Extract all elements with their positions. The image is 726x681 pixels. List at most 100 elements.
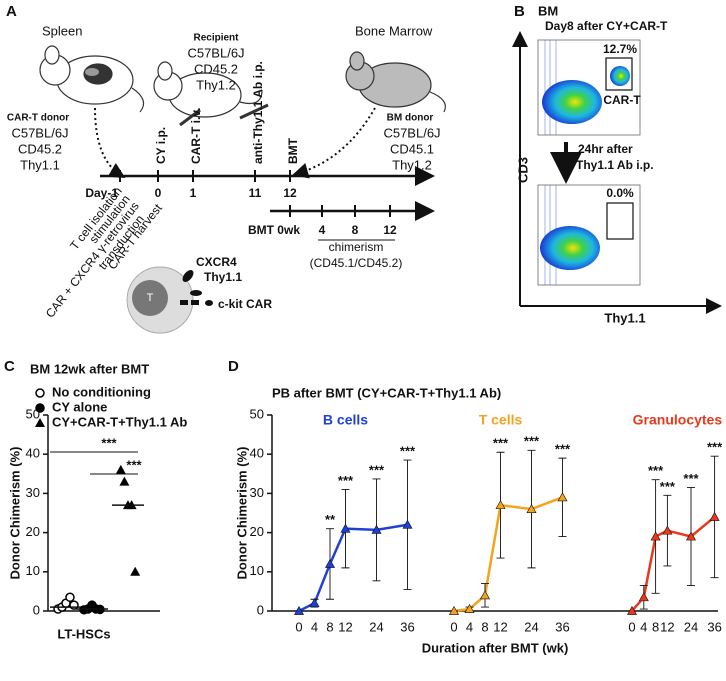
- x-tick-label: 8: [652, 619, 659, 634]
- y-tick-label: 10: [26, 563, 40, 578]
- legend-label: CY alone: [52, 399, 107, 414]
- donor-line: C57BL/6J: [383, 125, 440, 140]
- x-tick-label: 36: [707, 619, 721, 634]
- x-tick-label: 8: [481, 619, 488, 634]
- y-tick-label: 40: [26, 446, 40, 461]
- y-tick-label: 0: [33, 602, 40, 617]
- legend-label: CY+CAR-T+Thy1.1 Ab: [52, 414, 187, 429]
- cart-arrow: [94, 107, 126, 179]
- triangle-marker: [526, 503, 537, 513]
- series-line: [298, 523, 408, 613]
- mouse-recipient: [153, 61, 269, 127]
- triangle-marker: [448, 605, 460, 615]
- circle-marker: [35, 403, 45, 413]
- triangle-marker: [309, 598, 320, 608]
- spleen-label: Spleen: [42, 23, 82, 38]
- x-tick-label: 36: [555, 619, 569, 634]
- circle-marker: [69, 600, 79, 610]
- x-tick-label: 24: [684, 619, 698, 634]
- x-tick-label: 36: [400, 619, 414, 634]
- significance-label: **: [325, 512, 336, 527]
- triangle-marker: [638, 592, 649, 602]
- triangle-marker: [557, 492, 568, 502]
- bone-marrow-label: Bone Marrow: [355, 23, 433, 38]
- triangle-marker: [464, 603, 475, 613]
- y-tick-label: 50: [250, 406, 264, 421]
- triangle-marker: [324, 558, 336, 568]
- mouse-bm-donor: [345, 51, 446, 113]
- significance-label: ***: [707, 440, 723, 455]
- triangle-marker: [685, 531, 697, 541]
- triangle-marker: [479, 590, 491, 600]
- y-tick-label: 20: [250, 524, 264, 539]
- treatment-line: 24hr after: [578, 142, 633, 156]
- chart-title: BM 12wk after BMT: [30, 361, 149, 376]
- x-tick-label: 24: [524, 619, 538, 634]
- treatment-line: Thy1.1 Ab i.p.: [576, 158, 654, 172]
- treatment-label: BMT: [286, 137, 300, 164]
- receptor-label: Thy1.1: [204, 270, 242, 284]
- significance-label: ***: [660, 479, 676, 494]
- treatment-label: anti-Thy1.1 Ab i.p.: [251, 61, 265, 164]
- significance-label: ***: [369, 462, 385, 477]
- significance-label: ***: [555, 442, 571, 457]
- gate-population: CAR-T: [603, 93, 641, 107]
- x-axis-label: LT-HSCs: [57, 626, 110, 641]
- significance-label: ***: [400, 444, 416, 459]
- flow-title: Day8 after CY+CAR-T: [545, 19, 668, 33]
- donor-title: BM donor: [387, 113, 434, 124]
- treatment-label: CAR-T i.v.: [189, 108, 203, 164]
- x-tick-label: 12: [660, 619, 674, 634]
- triangle-marker: [402, 519, 413, 529]
- significance-label: ***: [524, 434, 540, 449]
- receptor-label: c-kit CAR: [218, 297, 272, 311]
- triangle-marker: [119, 476, 130, 486]
- x-tick-label: 12: [493, 619, 507, 634]
- donor-line: Thy1.2: [196, 77, 236, 92]
- y-tick-label: 40: [250, 446, 264, 461]
- significance-label: ***: [683, 471, 699, 486]
- series-title: T cells: [479, 412, 523, 428]
- triangle-marker: [626, 605, 638, 615]
- panel-label: A: [6, 3, 17, 20]
- y-tick-label: 20: [26, 524, 40, 539]
- flow-plot-bottom: [537, 184, 641, 286]
- triangle-marker: [371, 524, 382, 534]
- donor-line: CD45.2: [18, 141, 62, 156]
- x-tick-label: 0: [450, 619, 457, 634]
- y-tick-label: 10: [250, 563, 264, 578]
- bmt-start: BMT 0wk: [248, 223, 300, 237]
- y-tick-label: 30: [250, 485, 264, 500]
- y-tick-label: 0: [257, 602, 264, 617]
- series-title: B cells: [323, 412, 368, 428]
- triangle-marker: [662, 525, 673, 535]
- donor-title: CAR-T donor: [7, 113, 69, 124]
- treatment-label: CY i.p.: [154, 127, 168, 164]
- donor-title: Recipient: [193, 33, 239, 44]
- triangle-marker: [115, 464, 126, 474]
- y-tick-label: 30: [26, 485, 40, 500]
- day-label: Day-1: [85, 186, 118, 200]
- mouse-spleen: [39, 45, 145, 113]
- week-label: 8: [352, 223, 359, 237]
- triangle-marker: [340, 523, 351, 533]
- triangle-marker: [293, 605, 305, 615]
- day-label: 0: [155, 186, 162, 200]
- flow-plot-top: [537, 39, 641, 136]
- significance-label: ***: [126, 457, 142, 472]
- significance-label: ***: [493, 436, 509, 451]
- donor-line: C57BL/6J: [187, 45, 244, 60]
- chimerism-label: chimerism: [329, 240, 384, 254]
- x-tick-label: 0: [295, 619, 302, 634]
- x-axis-label: Duration after BMT (wk): [422, 640, 569, 655]
- x-tick-label: 24: [369, 619, 383, 634]
- donor-line: CD45.1: [390, 141, 434, 156]
- panel-label: B: [514, 3, 525, 20]
- week-label: 4: [319, 223, 326, 237]
- circle-marker: [35, 388, 45, 398]
- panel-label: D: [228, 358, 239, 375]
- x-tick-label: 12: [338, 619, 352, 634]
- donor-line: C57BL/6J: [11, 125, 68, 140]
- significance-label: ***: [648, 463, 664, 478]
- chart-title: PB after BMT (CY+CAR-T+Thy1.1 Ab): [272, 385, 501, 400]
